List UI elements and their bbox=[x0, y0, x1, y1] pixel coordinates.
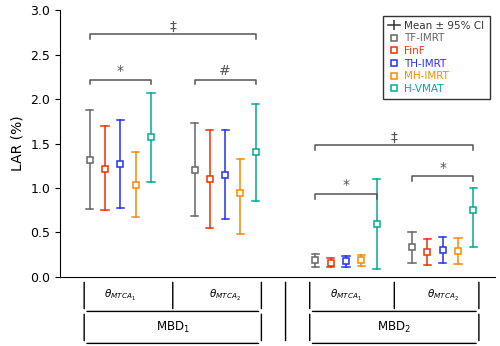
Text: #: # bbox=[220, 64, 231, 78]
Text: *: * bbox=[117, 64, 124, 78]
Text: $\theta_{MTCA_{1}}$: $\theta_{MTCA_{1}}$ bbox=[330, 288, 362, 303]
Text: $\theta_{MTCA_{1}}$: $\theta_{MTCA_{1}}$ bbox=[104, 288, 136, 303]
Text: $\theta_{MTCA_{2}}$: $\theta_{MTCA_{2}}$ bbox=[426, 288, 458, 303]
Text: ‡: ‡ bbox=[391, 130, 398, 145]
Text: MBD$_2$: MBD$_2$ bbox=[378, 320, 411, 335]
Text: MBD$_1$: MBD$_1$ bbox=[156, 320, 190, 335]
Text: *: * bbox=[342, 179, 349, 192]
Text: ‡: ‡ bbox=[170, 19, 176, 34]
Text: $\theta_{MTCA_{2}}$: $\theta_{MTCA_{2}}$ bbox=[209, 288, 241, 303]
Text: *: * bbox=[439, 161, 446, 175]
Y-axis label: LAR (%): LAR (%) bbox=[10, 116, 24, 171]
Legend: Mean ± 95% CI, TF-IMRT, FinF, TH-IMRT, MH-IMRT, H-VMAT: Mean ± 95% CI, TF-IMRT, FinF, TH-IMRT, M… bbox=[382, 16, 490, 99]
